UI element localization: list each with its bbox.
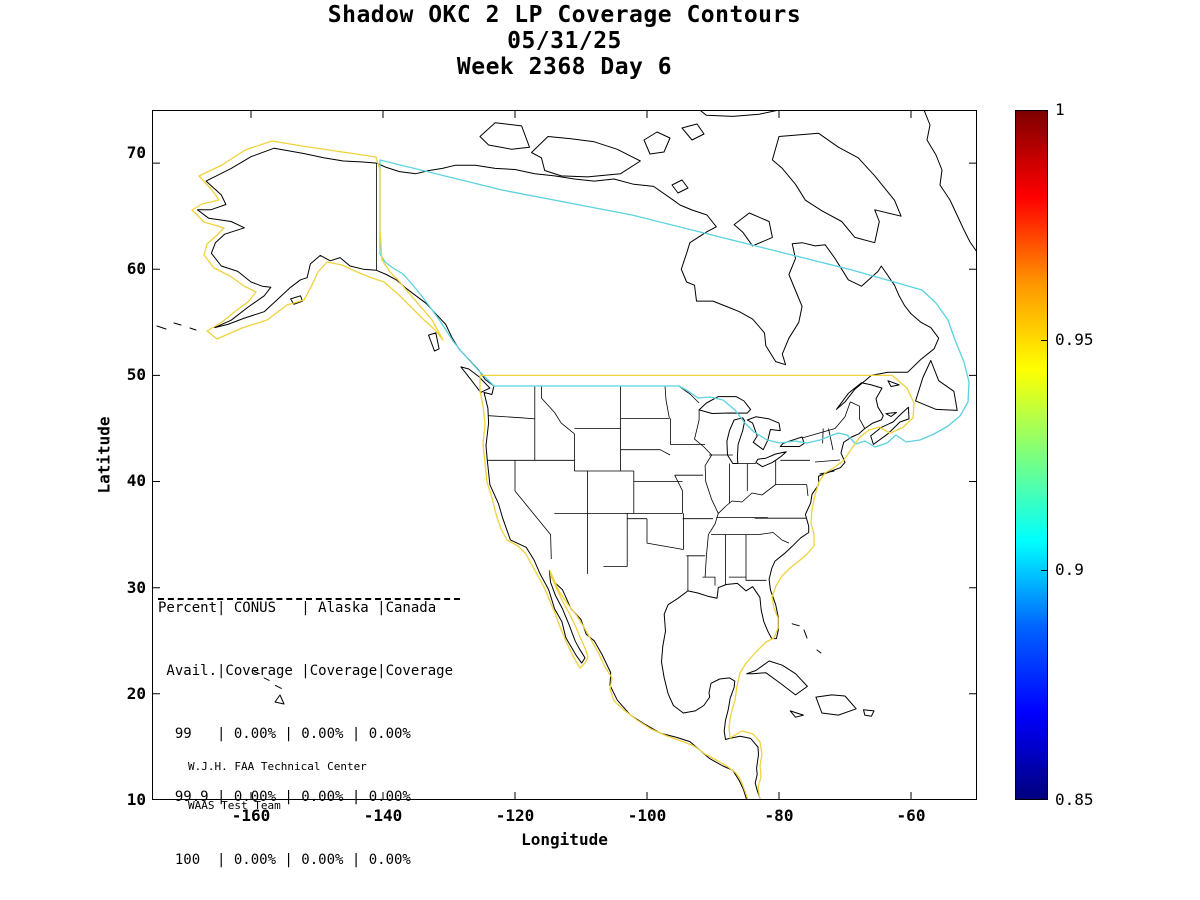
- x-tick-label-n120: -120: [495, 806, 535, 825]
- colorbar-tick-085: [1041, 799, 1048, 800]
- credit-line-2: WAAS Test Team: [188, 799, 281, 812]
- x-axis-title: Longitude: [521, 830, 608, 849]
- credit-line-1: W.J.H. FAA Technical Center: [188, 760, 367, 773]
- north-america-map: [152, 110, 977, 800]
- x-tick-label-n80: -80: [764, 806, 794, 825]
- coverage-table-separator: [158, 598, 460, 600]
- contour-canada-cyan: [380, 160, 969, 447]
- x-tick-label-n100: -100: [627, 806, 667, 825]
- great-lakes-path: [699, 397, 804, 467]
- coverage-table-header-1: Percent| CONUS | Alaska |Canada: [158, 600, 437, 616]
- y-tick-label-20: 20: [126, 684, 146, 703]
- y-tick-label-50: 50: [126, 365, 146, 384]
- y-tick-label-60: 60: [126, 259, 146, 278]
- colorbar-label-095: 0.95: [1055, 330, 1094, 349]
- colorbar-label-085: 0.85: [1055, 790, 1094, 809]
- title-line-3: Week 2368 Day 6: [456, 54, 673, 80]
- coverage-table-row-99: 99 | 0.00% | 0.00% | 0.00%: [158, 726, 411, 742]
- y-tick-label-30: 30: [126, 578, 146, 597]
- contour-alaska-yellow: [192, 141, 443, 340]
- contour-conus-yellow: [480, 375, 914, 800]
- title-line-2: 05/31/25: [507, 28, 622, 54]
- figure-title: Shadow OKC 2 LP Coverage Contours 05/31/…: [152, 2, 977, 80]
- x-tick-label-n60: -60: [896, 806, 926, 825]
- y-axis-title: Latitude: [94, 416, 114, 494]
- colorbar-label-1: 1: [1055, 100, 1065, 119]
- us-state-borders-path: [487, 386, 840, 591]
- x-tick-label-n160: -160: [231, 806, 271, 825]
- colorbar-tick-095: [1041, 340, 1048, 341]
- coverage-table: Percent| CONUS | Alaska |Canada Avail.|C…: [158, 556, 453, 892]
- islands-path: [157, 110, 977, 717]
- colorbar-tick-1: [1041, 110, 1048, 111]
- y-tick-label-10: 10: [126, 790, 146, 809]
- title-line-1: Shadow OKC 2 LP Coverage Contours: [327, 2, 802, 28]
- colorbar-gradient: [1015, 110, 1048, 800]
- y-tick-label-70: 70: [126, 143, 146, 162]
- axis-tick-marks: [152, 110, 977, 800]
- colorbar-tick-09: [1041, 570, 1048, 571]
- coverage-table-row-100: 100 | 0.00% | 0.00% | 0.00%: [158, 852, 411, 868]
- x-tick-label-n140: -140: [363, 806, 403, 825]
- us-canada-border-path: [494, 386, 865, 438]
- colorbar-label-09: 0.9: [1055, 560, 1084, 579]
- credit-annotation: W.J.H. FAA Technical Center WAAS Test Te…: [188, 734, 367, 825]
- coverage-table-row-999: 99.9 | 0.00% | 0.00% | 0.00%: [158, 789, 411, 805]
- plot-frame: [152, 110, 977, 800]
- coverage-table-header-2: Avail.|Coverage |Coverage|Coverage: [158, 663, 454, 679]
- y-tick-label-40: 40: [126, 471, 146, 490]
